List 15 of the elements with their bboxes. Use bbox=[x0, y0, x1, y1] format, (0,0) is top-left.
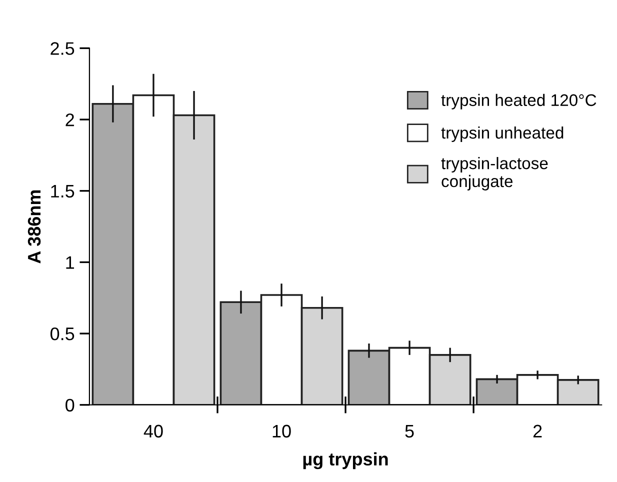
y-tick-label: 0.5 bbox=[50, 327, 74, 340]
x-tick-label: 40 bbox=[144, 424, 163, 438]
x-tick-label: 2 bbox=[533, 424, 542, 438]
y-tick-label: 1 bbox=[66, 256, 74, 269]
x-tick-label: 10 bbox=[272, 424, 291, 438]
legend-label: trypsin unheated bbox=[441, 126, 564, 142]
x-axis-title: µg trypsin bbox=[303, 452, 388, 470]
x-tick-label: 5 bbox=[405, 424, 414, 438]
y-tick-label: 2.5 bbox=[50, 42, 74, 55]
legend-label: trypsin heated 120°C bbox=[441, 94, 596, 110]
y-tick-label: 1.5 bbox=[51, 184, 74, 198]
y-tick-label: 0 bbox=[66, 398, 74, 412]
y-axis-title: A 386nm bbox=[28, 190, 41, 264]
legend-label: trypsin-lactose conjugate bbox=[441, 156, 548, 190]
y-tick-label: 2 bbox=[66, 113, 74, 126]
